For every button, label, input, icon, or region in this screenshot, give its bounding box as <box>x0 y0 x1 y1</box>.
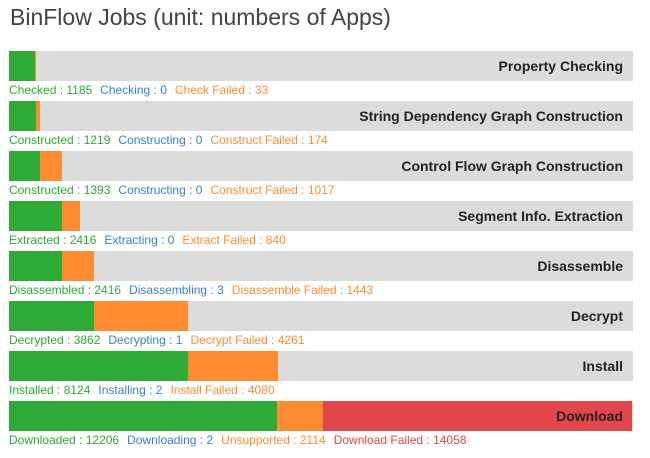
bar-segment <box>9 301 94 331</box>
stat-text: Constructing : 0 <box>118 183 203 197</box>
stat-text: Checked : 1185 <box>9 83 93 97</box>
job-progress-bar: Decrypt <box>9 301 633 331</box>
stat-text: Extract Failed : 840 <box>182 233 286 247</box>
stat-text: Check Failed : 33 <box>174 83 269 97</box>
stat-text: Downloaded : 12206 <box>9 433 120 447</box>
stat-text: Disassemble Failed : 1443 <box>231 283 374 297</box>
job-stats: Constructed : 1219 Constructing : 0 Constr… <box>9 131 633 151</box>
bar-segment <box>9 251 62 281</box>
job-row: Disassemble Disassembled : 2416 Disassembl… <box>9 251 633 301</box>
bar-segment <box>188 351 278 381</box>
bar-segment <box>9 351 188 381</box>
job-row: Property Checking Checked : 1185 Checking … <box>9 51 633 101</box>
job-label: Disassemble <box>537 258 623 274</box>
job-stats: Downloaded : 12206 Downloading : 2 Unsuppo… <box>9 431 633 451</box>
job-progress-bar: Segment Info. Extraction <box>9 201 633 231</box>
page-title: BinFlow Jobs (unit: numbers of Apps) <box>10 4 391 30</box>
stat-text: Install Failed : 4080 <box>170 383 275 397</box>
stat-text: Downloading : 2 <box>127 433 214 447</box>
bar-segment <box>9 151 40 181</box>
bar-segment <box>323 401 632 431</box>
job-progress-bar: Disassemble <box>9 251 633 281</box>
bar-segment <box>35 51 36 81</box>
bar-segment <box>94 301 188 331</box>
job-progress-bar: Property Checking <box>9 51 633 81</box>
bar-segment <box>9 401 277 431</box>
stat-text: Constructed : 1393 <box>9 183 111 197</box>
job-label: Decrypt <box>570 308 623 324</box>
job-row: Segment Info. Extraction Extracted : 2416… <box>9 201 633 251</box>
job-row: Decrypt Decrypted : 3862 Decrypting : 1 Dec… <box>9 301 633 351</box>
job-label: Download <box>556 408 623 424</box>
job-label: Property Checking <box>498 58 623 74</box>
stat-text: Construct Failed : 1017 <box>210 183 335 197</box>
job-progress-bar: Control Flow Graph Construction <box>9 151 633 181</box>
job-stats: Extracted : 2416 Extracting : 0 Extract Fa… <box>9 231 633 251</box>
job-progress-bar: Download <box>9 401 633 431</box>
job-label: String Dependency Graph Construction <box>359 108 623 124</box>
bar-segment <box>36 101 40 131</box>
job-stats: Checked : 1185 Checking : 0 Check Failed :… <box>9 81 633 101</box>
job-label: Control Flow Graph Construction <box>401 158 623 174</box>
bar-segment <box>9 101 36 131</box>
job-progress-bar: Install <box>9 351 633 381</box>
job-stats: Installed : 8124 Installing : 2 Install Fa… <box>9 381 633 401</box>
stat-text: Download Failed : 14058 <box>333 433 467 447</box>
bar-segment <box>62 251 94 281</box>
job-row: String Dependency Graph Construction Cons… <box>9 101 633 151</box>
stat-text: Checking : 0 <box>100 83 167 97</box>
job-stats: Constructed : 1393 Constructing : 0 Constr… <box>9 181 633 201</box>
stat-text: Unsupported : 2114 <box>221 433 326 447</box>
stat-text: Disassembled : 2416 <box>9 283 122 297</box>
stat-text: Decrypted : 3862 <box>9 333 101 347</box>
job-row: Download Downloaded : 12206 Downloading : … <box>9 401 633 451</box>
job-stats: Disassembled : 2416 Disassembling : 3 Disa… <box>9 281 633 301</box>
bar-segment <box>40 151 62 181</box>
stat-text: Constructed : 1219 <box>9 133 111 147</box>
stat-text: Decrypting : 1 <box>108 333 183 347</box>
bar-segment <box>62 201 80 231</box>
stat-text: Constructing : 0 <box>118 133 203 147</box>
job-row: Install Installed : 8124 Installing : 2 Ins… <box>9 351 633 401</box>
job-label: Install <box>582 358 623 374</box>
job-label: Segment Info. Extraction <box>458 208 623 224</box>
job-stats: Decrypted : 3862 Decrypting : 1 Decrypt Fa… <box>9 331 633 351</box>
bar-segment <box>9 201 62 231</box>
stat-text: Construct Failed : 174 <box>210 133 328 147</box>
stat-text: Installed : 8124 <box>9 383 91 397</box>
job-progress-bar: String Dependency Graph Construction <box>9 101 633 131</box>
stat-text: Disassembling : 3 <box>129 283 224 297</box>
bar-segment <box>9 51 35 81</box>
bar-segment <box>277 401 323 431</box>
stat-text: Extracting : 0 <box>104 233 175 247</box>
stat-text: Installing : 2 <box>98 383 163 397</box>
stat-text: Decrypt Failed : 4261 <box>190 333 305 347</box>
stat-text: Extracted : 2416 <box>9 233 97 247</box>
job-row: Control Flow Graph Construction Construct… <box>9 151 633 201</box>
